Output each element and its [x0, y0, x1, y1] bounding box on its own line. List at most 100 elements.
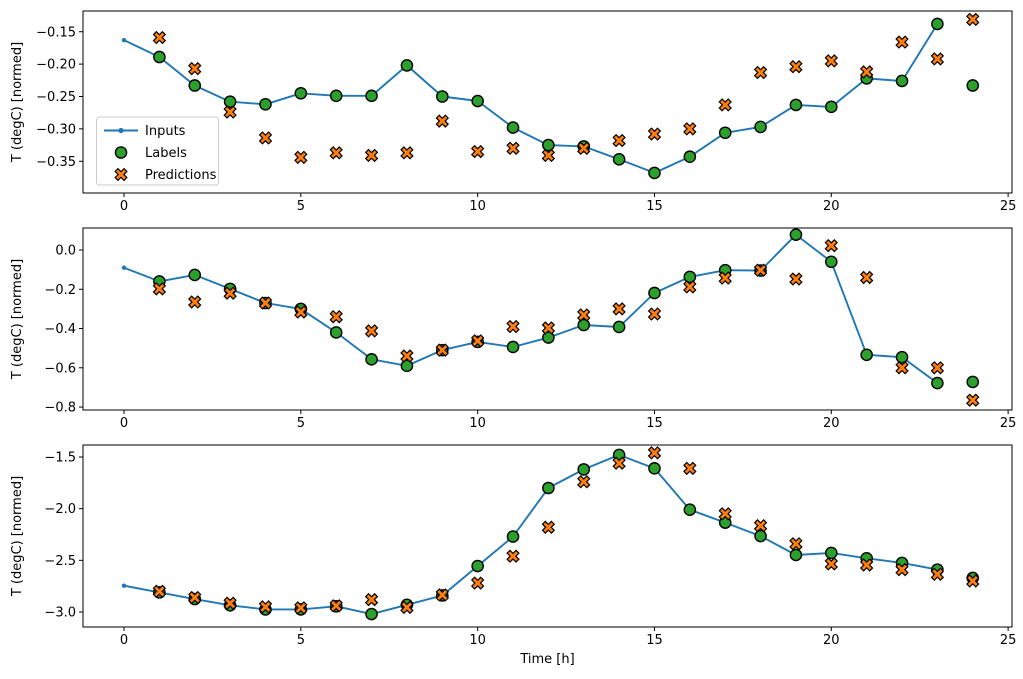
- prediction-marker: [400, 349, 414, 363]
- prediction-marker: [223, 105, 237, 119]
- legend-label: Inputs: [145, 124, 186, 139]
- label-marker: [789, 228, 803, 241]
- x-axis: 0 5 10 15 20 25: [120, 627, 1017, 648]
- label-marker: [506, 340, 520, 354]
- x-tick-label: 25: [1000, 633, 1017, 648]
- prediction-marker: [824, 557, 839, 571]
- prediction-marker: [294, 150, 308, 165]
- prediction-marker: [895, 562, 909, 577]
- label-marker: [365, 353, 378, 366]
- prediction-marker: [612, 456, 626, 470]
- label-marker: [718, 126, 732, 140]
- x-tick-label: 10: [469, 633, 486, 648]
- label-marker: [471, 94, 484, 108]
- label-marker: [895, 74, 909, 88]
- prediction-marker: [859, 65, 874, 79]
- prediction-marker: [753, 65, 768, 80]
- prediction-marker: [258, 600, 273, 614]
- prediction-marker: [647, 127, 662, 141]
- inputs-point-marker: [121, 37, 127, 43]
- prediction-marker: [930, 567, 945, 582]
- prediction-marker: [258, 131, 273, 145]
- prediction-marker: [188, 295, 202, 309]
- prediction-marker: [364, 592, 379, 607]
- label-marker: [223, 95, 237, 108]
- prediction-marker: [612, 302, 626, 316]
- y-tick-label: −0.15: [36, 25, 76, 40]
- label-marker: [542, 331, 555, 344]
- prediction-marker: [718, 271, 732, 285]
- y-tick-label: −2.0: [44, 502, 76, 517]
- prediction-marker: [718, 507, 732, 521]
- prediction-marker: [435, 343, 450, 357]
- y-axis-title: T (degC) [normed]: [10, 42, 25, 163]
- axes-frame: [82, 10, 1013, 194]
- label-marker: [506, 121, 520, 134]
- prediction-marker: [258, 296, 273, 310]
- prediction-marker: [400, 600, 414, 615]
- prediction-marker: [152, 584, 167, 599]
- legend-item-labels: Labels: [114, 146, 187, 161]
- y-tick-label: −0.35: [36, 155, 76, 170]
- subplot-2: 0.0 −0.2 −0.4 −0.6 −0.8 0 5 10 15 20 25 T (degC) [n…: [10, 227, 1017, 431]
- label-marker: [824, 255, 838, 269]
- prediction-marker: [435, 588, 450, 602]
- x-tick-label: 15: [646, 416, 663, 431]
- prediction-marker: [718, 98, 732, 112]
- prediction-marker: [577, 308, 591, 322]
- x-axis: 0 5 10 15 20 25: [120, 410, 1017, 431]
- x-tick-label: 25: [1000, 416, 1017, 431]
- prediction-marker: [577, 475, 591, 489]
- label-marker: [754, 529, 767, 543]
- prediction-marker: [859, 270, 874, 285]
- prediction-marker: [895, 361, 909, 375]
- label-marker: [931, 376, 944, 390]
- x-tick-label: 5: [297, 633, 305, 648]
- subplot-1: −0.15 −0.20 −0.25 −0.30 −0.35 0 5 10 15 20 25 T (de…: [10, 10, 1016, 214]
- label-marker: [577, 318, 591, 332]
- label-marker: [648, 166, 661, 180]
- prediction-marker: [895, 35, 909, 49]
- label-marker: [612, 153, 626, 166]
- label-marker: [789, 548, 803, 562]
- prediction-marker: [329, 146, 343, 160]
- prediction-marker: [223, 596, 237, 610]
- prediction-marker: [541, 148, 556, 163]
- y-tick-label: −0.6: [44, 361, 76, 376]
- x-tick-label: 20: [823, 416, 840, 431]
- prediction-marker: [647, 307, 662, 321]
- y-tick-label: −0.8: [44, 401, 76, 416]
- legend-label: Labels: [145, 146, 187, 161]
- label-marker: [506, 530, 520, 543]
- series-predictions: [152, 238, 980, 407]
- prediction-marker: [789, 59, 803, 74]
- prediction-marker: [152, 282, 167, 296]
- y-tick-label: −0.25: [36, 90, 76, 105]
- prediction-marker: [329, 599, 343, 613]
- prediction-marker: [364, 148, 379, 163]
- x-tick-label: 0: [120, 199, 128, 214]
- prediction-marker: [577, 141, 591, 156]
- label-marker: [683, 270, 697, 284]
- label-marker: [966, 79, 980, 92]
- legend-dot-sample: [118, 127, 124, 134]
- prediction-marker: [966, 393, 980, 407]
- label-marker: [931, 17, 944, 31]
- label-marker: [824, 546, 838, 560]
- prediction-marker: [294, 601, 308, 615]
- prediction-marker: [683, 122, 697, 136]
- x-tick-label: 0: [120, 416, 128, 431]
- label-marker: [683, 150, 697, 164]
- inputs-point-marker: [121, 265, 127, 270]
- subplot-3: −1.5 −2.0 −2.5 −3.0 0 5 10 15 20 25 T (degC) [norm…: [10, 444, 1016, 648]
- label-marker: [435, 90, 449, 103]
- prediction-marker: [930, 52, 945, 66]
- series-predictions: [152, 446, 980, 615]
- y-axis: 0.0 −0.2 −0.4 −0.6 −0.8: [44, 244, 83, 416]
- y-tick-label: −0.2: [44, 283, 76, 298]
- prediction-marker: [859, 558, 874, 572]
- label-marker: [648, 286, 661, 300]
- x-tick-label: 5: [297, 199, 305, 214]
- label-marker: [400, 59, 414, 72]
